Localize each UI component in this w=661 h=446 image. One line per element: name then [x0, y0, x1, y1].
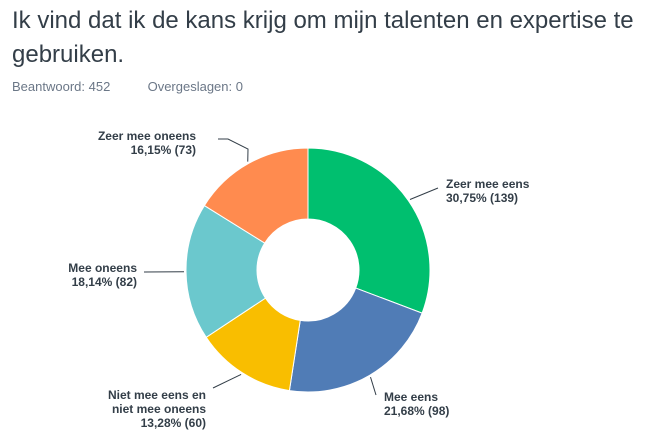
skipped-count: 0 — [235, 79, 243, 94]
slice-mee-eens — [288, 287, 423, 393]
question-title: Ik vind dat ik de kans krijg om mijn tal… — [12, 7, 634, 68]
slice-mee-oneens — [185, 204, 267, 338]
leader-line-zeer-mee-oneens — [218, 138, 249, 162]
answered-count: 452 — [88, 79, 111, 94]
slice-labels: Zeer mee eens 30,75% (139) Mee eens 21,68% … — [68, 129, 529, 430]
slice-zeer-mee-oneens — [203, 147, 309, 244]
answered-label: Beantwoord: — [12, 79, 85, 94]
slice-label-mee-eens: Mee eens 21,68% (98) — [384, 390, 449, 418]
leader-line-mee-eens — [370, 376, 377, 396]
leader-line-niet-mee-eens-en-niet-mee-oneens — [212, 373, 242, 389]
leader-line-zeer-mee-eens — [409, 187, 439, 200]
slice-label-zeer-mee-oneens: Zeer mee oneens 16,15% (73) — [98, 129, 196, 157]
slice-label-mee-oneens: Mee oneens 18,14% (82) — [68, 261, 137, 289]
leader-lines — [143, 138, 439, 396]
skipped-label: Overgeslagen: — [147, 79, 233, 94]
response-stats: Beantwoord: 452 Overgeslagen: 0 — [12, 79, 243, 94]
slice-label-zeer-mee-eens: Zeer mee eens 30,75% (139) — [446, 177, 530, 205]
slice-label-niet-mee-eens-en-niet-mee-oneens: Niet mee eens en niet mee oneens 13,28% (6… — [108, 388, 206, 430]
slice-zeer-mee-eens — [307, 147, 431, 314]
donut-slices — [185, 147, 431, 393]
